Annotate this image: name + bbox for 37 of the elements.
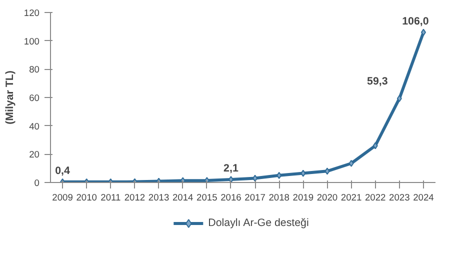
x-tick-label: 2010 bbox=[76, 192, 97, 202]
x-tick-label: 2015 bbox=[196, 192, 218, 202]
data-label: 2,1 bbox=[224, 162, 238, 175]
point bbox=[300, 170, 306, 177]
data-label: 59,3 bbox=[367, 75, 388, 88]
point bbox=[276, 172, 282, 179]
x-tick-label: 2018 bbox=[268, 192, 290, 202]
point bbox=[348, 160, 354, 167]
point bbox=[324, 168, 330, 175]
legend-label: Dolaylı Ar-Ge desteği bbox=[208, 217, 309, 229]
point bbox=[420, 28, 426, 36]
x-tick-label: 2020 bbox=[316, 192, 338, 202]
y-tick-label: 100 bbox=[24, 36, 40, 46]
point bbox=[396, 94, 402, 102]
y-tick-label: 120 bbox=[24, 8, 40, 18]
data-label: 106,0 bbox=[402, 15, 429, 28]
x-tick-label: 2024 bbox=[413, 192, 434, 202]
y-tick-label: 20 bbox=[29, 150, 40, 160]
point bbox=[372, 142, 378, 150]
y-axis-title: (Milyar TL) bbox=[4, 70, 16, 124]
y-tick-label: 0 bbox=[34, 178, 40, 188]
x-tick-label: 2009 bbox=[52, 192, 73, 202]
y-tick-label: 60 bbox=[29, 93, 40, 103]
data-label: 0,4 bbox=[55, 164, 70, 177]
y-tick-label: 40 bbox=[29, 121, 40, 132]
x-tick-label: 2014 bbox=[172, 192, 194, 202]
x-tick-label: 2016 bbox=[220, 192, 242, 202]
x-tick-label: 2019 bbox=[292, 192, 314, 202]
x-tick-label: 2012 bbox=[124, 192, 146, 202]
point bbox=[252, 174, 258, 182]
x-tick-label: 2022 bbox=[364, 192, 386, 202]
x-tick-label: 2013 bbox=[148, 192, 170, 202]
y-tick-label: 80 bbox=[29, 64, 40, 75]
x-tick-label: 2017 bbox=[244, 192, 266, 202]
x-tick-label: 2023 bbox=[389, 192, 410, 202]
x-tick-label: 2021 bbox=[340, 192, 362, 202]
x-tick-label: 2011 bbox=[100, 192, 121, 202]
